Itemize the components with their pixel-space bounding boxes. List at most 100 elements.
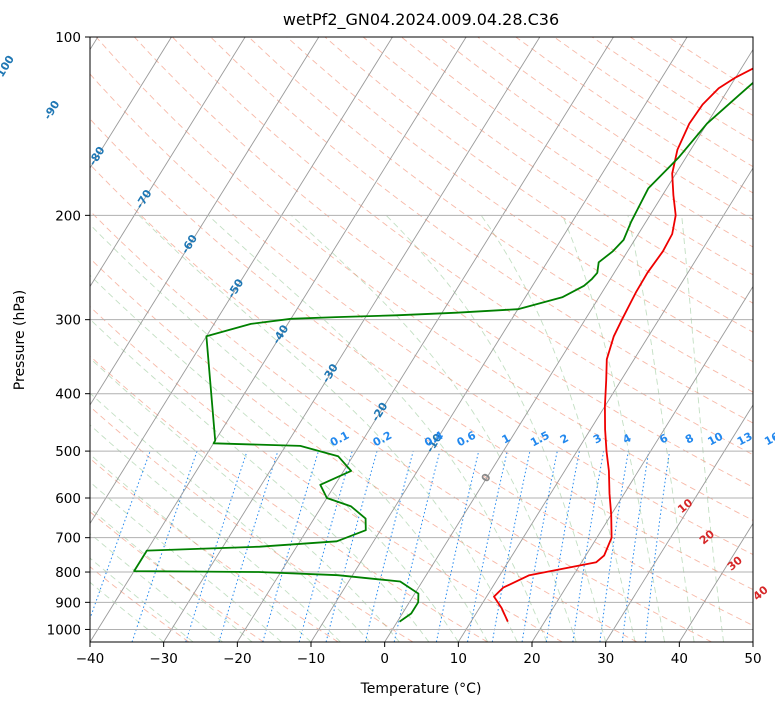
moist-adiabat [480,215,636,642]
dry-adiabat [477,37,753,221]
y-tick-label: 100 [55,30,81,46]
isotherm-label: 0 [479,471,494,485]
series-lines [133,67,753,623]
isotherm-line [678,522,753,642]
y-tick-label: 400 [55,387,81,403]
moist-adiabat [627,215,695,642]
x-tick-label: −10 [297,651,326,667]
x-axis-ticks: −40 −30 −20 −10 0 10 20 30 40 50 [76,642,762,667]
dry-adiabat [172,37,753,456]
dry-adiabat [133,37,753,488]
dry-adiabat [90,257,638,642]
isotherm-line [90,37,320,406]
dry-adiabat [90,355,488,642]
dry-adiabat [668,37,753,92]
x-tick-label: 0 [380,651,389,667]
dry-adiabat [324,37,753,333]
moist-adiabats [90,214,724,642]
dewpoint-profile [133,81,753,623]
y-tick-label: 1000 [47,622,81,638]
isotherm-label: -50 [225,276,247,300]
mixing-ratio-label: 2 [558,431,571,446]
isotherm-line [310,37,688,642]
isotherm-label: -100 [0,53,17,84]
y-axis-label: Pressure (hPa) [12,290,28,390]
y-tick-label: 200 [55,208,81,224]
dry-adiabat [286,37,753,363]
mixing-ratio-line [262,450,319,642]
isotherm-line [384,48,753,642]
dry-adiabat [439,37,753,248]
isotherm-line [90,37,393,525]
dry-adiabat [90,457,339,642]
x-tick-label: −40 [76,651,105,667]
isotherm-line [163,37,541,642]
moist-adiabat-label: 20 [697,527,717,547]
mixing-ratio-line [218,450,279,642]
chart-title: wetPf2_GN04.2024.009.04.28.C36 [283,10,559,30]
mixing-ratio-line [644,451,671,642]
moist-adiabat [90,274,459,642]
moist-adiabat [90,223,489,642]
temperature-profile [493,67,753,622]
isotherm-label: -90 [41,98,63,122]
moist-adiabat-label: 10 [675,496,695,516]
moist-adiabat [138,214,518,642]
x-axis-label: Temperature (°C) [360,681,482,697]
y-axis-ticks: 100 200 300 400 500 600 700 800 900 1000 [47,30,90,638]
x-tick-label: 40 [671,651,688,667]
mixing-ratio-label: 6 [657,431,670,446]
dry-adiabat [90,163,753,627]
moist-adiabat [90,424,341,642]
x-tick-label: −20 [223,651,252,667]
y-tick-label: 600 [55,491,81,507]
mixing-ratio-label: 1.5 [528,429,551,450]
isotherm-label: -20 [369,400,391,424]
isotherm-line [90,37,246,288]
isotherm-line [752,641,753,642]
isotherm-label: -40 [270,322,292,346]
moist-adiabat [681,215,724,642]
moist-adiabat [207,214,548,642]
isotherm-line [90,37,467,642]
dry-adiabat [90,566,190,642]
isotherm-lines [90,37,753,642]
y-tick-label: 700 [55,531,81,547]
plot-frame [89,36,754,643]
dry-adiabat [553,37,753,168]
x-tick-label: 50 [744,651,761,667]
dry-adiabat [90,210,712,642]
mixing-ratio-line [298,450,353,642]
moist-adiabat [290,214,577,642]
y-tick-label: 500 [55,444,81,460]
dry-adiabat [591,37,753,142]
mixing-ratio-label: 8 [683,431,696,446]
moist-adiabat [90,357,400,642]
dry-adiabat [95,37,753,521]
mixing-ratio-line [621,451,650,642]
mixing-ratio-line [185,450,248,642]
moist-adiabat [562,215,666,642]
isobar-lines [90,37,753,630]
mixing-ratio-label: 0.1 [328,429,351,450]
mixing-ratio-label: 13 [735,430,755,449]
mixing-ratio-line [599,451,629,642]
dry-adiabat [90,511,264,642]
isotherm-line [236,37,614,642]
mixing-ratio-line [435,450,480,642]
mixing-ratio-line [572,451,605,642]
dry-adiabat [90,306,563,642]
mixing-ratio-label: 3 [591,431,604,446]
mixing-ratio-line [90,450,151,621]
isotherm-line [531,285,753,642]
mixing-ratio-line [131,450,198,642]
x-tick-label: 30 [597,651,614,667]
mixing-ratio-label: 16 [762,430,775,449]
mixing-ratio-label: 4 [621,431,634,446]
moist-adiabat [90,392,371,642]
isotherm-label: -30 [319,361,341,385]
moist-adiabat-label: 30 [725,553,745,573]
moist-adiabat [385,214,607,642]
isotherm-label: -80 [86,144,108,168]
